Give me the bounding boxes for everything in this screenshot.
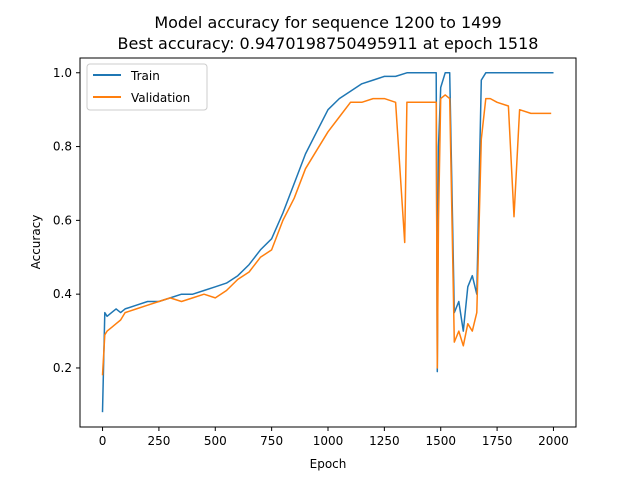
x-tick-label: 1750 xyxy=(482,434,513,448)
axis-ticks: 0 250 500 750 1000 1250 1500 1750 2000 0.2 0.4 0.6 0… xyxy=(53,66,569,448)
legend-validation-label: Validation xyxy=(131,91,190,105)
x-axis-label: Epoch xyxy=(310,457,347,471)
legend-train-label: Train xyxy=(130,69,160,83)
y-tick-label: 1.0 xyxy=(53,66,72,80)
y-tick-label: 0.6 xyxy=(53,213,72,227)
series-line-validation xyxy=(101,94,552,376)
x-tick-label: 1500 xyxy=(425,434,456,448)
x-tick-label: 250 xyxy=(147,434,170,448)
legend: Train Validation xyxy=(86,63,208,111)
x-tick-label: 0 xyxy=(99,434,107,448)
x-tick-label: 750 xyxy=(260,434,283,448)
x-tick-label: 1000 xyxy=(313,434,344,448)
chart-title-line2: Best accuracy: 0.9470198750495911 at epo… xyxy=(118,34,539,53)
y-tick-label: 0.2 xyxy=(53,361,72,375)
y-axis-label: Accuracy xyxy=(29,215,43,270)
chart-title-line1: Model accuracy for sequence 1200 to 1499 xyxy=(154,13,501,32)
y-tick-label: 0.8 xyxy=(53,140,72,154)
x-tick-label: 2000 xyxy=(538,434,569,448)
axes-frame xyxy=(79,57,577,428)
plot-lines xyxy=(101,72,554,413)
x-tick-label: 500 xyxy=(204,434,227,448)
y-tick-label: 0.4 xyxy=(53,287,72,301)
x-tick-label: 1250 xyxy=(369,434,400,448)
